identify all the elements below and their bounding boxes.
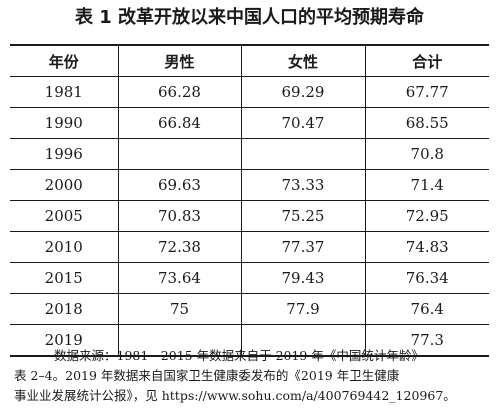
cell-female <box>240 324 365 356</box>
header-male: 男性 <box>117 45 241 77</box>
source-note: 数据来源：1981—2015 年数据来自于 2019 年《中国统计年龄》 表 2… <box>14 346 490 406</box>
cell-total: 70.8 <box>364 138 489 170</box>
cell-male <box>117 324 241 356</box>
cell-male: 69.63 <box>117 169 241 201</box>
header-female: 女性 <box>240 45 365 77</box>
source-note-text-1: 数据来源：1981—2015 年数据来自于 2019 年《中国统计年龄》 <box>54 348 424 363</box>
table-row: 2010 72.38 77.37 74.83 <box>10 231 489 263</box>
cell-total: 71.4 <box>364 169 489 201</box>
cell-year: 2015 <box>44 269 83 287</box>
cell-female: 75.25 <box>240 200 365 232</box>
cell-male: 66.28 <box>117 76 241 108</box>
table-row: 1990 66.84 70.47 68.55 <box>10 107 489 139</box>
cell-female: 70.47 <box>240 107 365 139</box>
cell-male: 73.64 <box>117 262 241 294</box>
cell-male <box>117 138 241 170</box>
source-note-line-1: 数据来源：1981—2015 年数据来自于 2019 年《中国统计年龄》 <box>14 346 490 366</box>
cell-total: 68.55 <box>364 107 489 139</box>
table-row: 2005 70.83 75.25 72.95 <box>10 200 489 232</box>
table-row: 2019 77.3 <box>10 324 489 356</box>
header-total: 合计 <box>364 45 489 77</box>
cell-year: 2018 <box>44 300 83 318</box>
cell-male: 72.38 <box>117 231 241 263</box>
table-row: 2000 69.63 73.33 71.4 <box>10 169 489 201</box>
cell-total: 77.3 <box>364 324 489 356</box>
cell-year: 2010 <box>44 238 83 256</box>
cell-female: 79.43 <box>240 262 365 294</box>
cell-year: 1990 <box>44 114 83 132</box>
cell-female: 73.33 <box>240 169 365 201</box>
cell-year: 1996 <box>44 145 83 163</box>
table-row: 1996 70.8 <box>10 138 489 170</box>
cell-total: 72.95 <box>364 200 489 232</box>
cell-male: 75 <box>117 293 241 325</box>
table-row: 1981 66.28 69.29 67.77 <box>10 76 489 108</box>
source-note-line-2: 表 2–4。2019 年数据来自国家卫生健康委发布的《2019 年卫生健康 <box>14 368 400 383</box>
cell-male: 66.84 <box>117 107 241 139</box>
cell-female: 77.9 <box>240 293 365 325</box>
cell-male: 70.83 <box>117 200 241 232</box>
header-row: 年份 男性 女性 合计 <box>10 45 489 77</box>
cell-year: 2005 <box>44 207 83 225</box>
table-row: 2018 75 77.9 76.4 <box>10 293 489 325</box>
header-year: 年份 <box>48 52 79 71</box>
cell-year: 2019 <box>44 331 83 349</box>
table-row: 2015 73.64 79.43 76.34 <box>10 262 489 294</box>
cell-year: 1981 <box>44 83 83 101</box>
source-note-line-3: 事业业发展统计公报》，见 https://www.sohu.com/a/4007… <box>14 388 456 403</box>
cell-year: 2000 <box>44 176 83 194</box>
cell-female: 69.29 <box>240 76 365 108</box>
life-expectancy-table: 年份 男性 女性 合计 1981 66.28 69.29 67.77 1990 … <box>10 44 489 357</box>
cell-total: 76.34 <box>364 262 489 294</box>
cell-total: 67.77 <box>364 76 489 108</box>
cell-female <box>240 138 365 170</box>
cell-female: 77.37 <box>240 231 365 263</box>
table-title: 表 1 改革开放以来中国人口的平均预期寿命 <box>74 7 425 28</box>
cell-total: 76.4 <box>364 293 489 325</box>
cell-total: 74.83 <box>364 231 489 263</box>
